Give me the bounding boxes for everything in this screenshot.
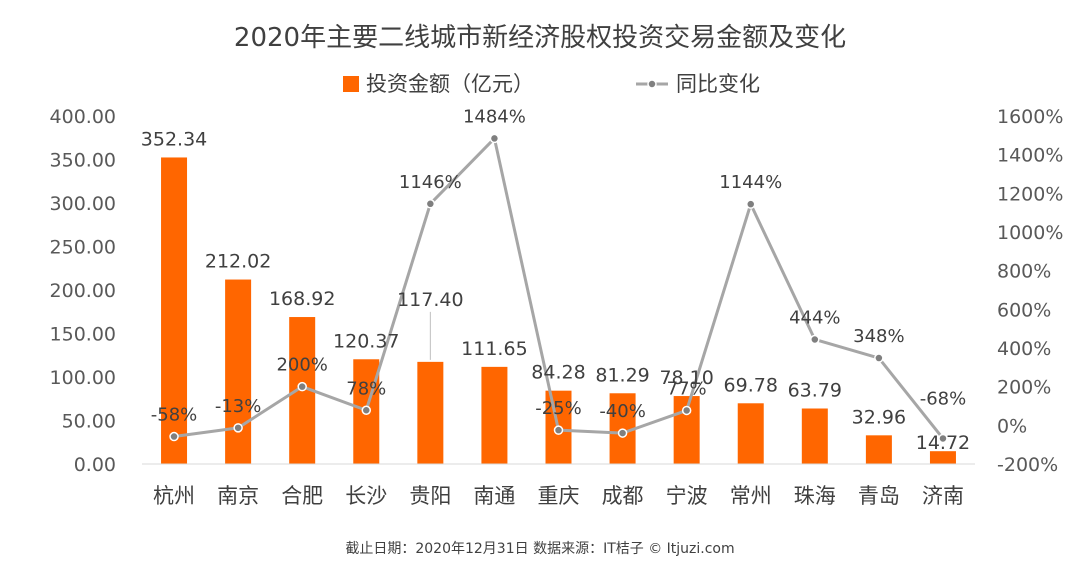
- line-point: [938, 433, 948, 444]
- category-label: 南通: [473, 484, 515, 508]
- right-tick-label: 200%: [997, 377, 1051, 399]
- left-tick-label: 400.00: [50, 106, 116, 128]
- category-label: 贵阳: [409, 484, 451, 508]
- pct-value-label: 78%: [346, 378, 386, 399]
- left-tick-label: 150.00: [50, 324, 116, 346]
- right-axis: -200% 0% 200% 400% 600% 800% 1000% 1200% 1400% 16…: [997, 106, 1063, 476]
- category-label: 南京: [217, 484, 259, 508]
- category-label: 合肥: [281, 484, 323, 508]
- bar-value-label: 168.92: [269, 288, 335, 310]
- bar-value-label: 111.65: [461, 338, 527, 360]
- bar-value-label: 69.78: [724, 374, 778, 396]
- line-point: [810, 334, 820, 345]
- right-tick-label: 1400%: [997, 145, 1063, 167]
- legend-bar-swatch: [343, 76, 359, 92]
- right-tick-label: 1600%: [997, 106, 1063, 128]
- pct-value-label: 200%: [276, 355, 327, 376]
- right-tick-label: 800%: [997, 261, 1051, 283]
- right-tick-label: 0%: [997, 415, 1027, 437]
- legend: 投资金额（亿元） 同比变化: [343, 72, 760, 96]
- category-label: 常州: [730, 484, 772, 508]
- pct-value-label: 1144%: [719, 172, 782, 193]
- category-label: 济南: [922, 484, 964, 508]
- pct-value-label: 444%: [789, 307, 840, 328]
- data-labels: 352.34 212.02 168.92 120.37 117.40 111.6584.2…: [141, 106, 970, 454]
- bar: [865, 435, 892, 464]
- right-tick-label: 1200%: [997, 183, 1063, 205]
- bar-value-label: 63.79: [788, 380, 842, 402]
- bar-value-label: 32.96: [852, 406, 906, 428]
- bar: [417, 361, 444, 464]
- line-point: [874, 353, 884, 363]
- chart-title: 2020年主要二线城市新经济股权投资交易金额及变化: [234, 23, 846, 53]
- category-label: 长沙: [345, 484, 387, 508]
- bar-value-label: 84.28: [531, 362, 585, 384]
- line-point: [361, 405, 372, 416]
- pct-value-label: -40%: [599, 401, 646, 422]
- bar: [737, 403, 764, 464]
- bar-value-label: 212.02: [205, 251, 271, 273]
- line-point: [169, 431, 179, 442]
- line-point: [553, 425, 564, 435]
- right-tick-label: 600%: [997, 299, 1051, 321]
- bar-value-label: 81.29: [595, 364, 649, 386]
- line-series: [169, 133, 948, 444]
- bar-value-label: 117.40: [397, 289, 463, 311]
- category-label: 成都: [602, 484, 644, 508]
- legend-line-label: 同比变化: [676, 72, 760, 96]
- category-label: 重庆: [538, 484, 580, 508]
- source-note: 截止日期：2020年12月31日 数据来源：IT桔子 © Itjuzi.com: [345, 541, 734, 557]
- left-tick-label: 50.00: [62, 411, 116, 433]
- left-tick-label: 350.00: [50, 150, 116, 172]
- pct-value-label: 1146%: [399, 172, 462, 193]
- pct-value-label: -13%: [215, 396, 262, 417]
- bar-value-label: 14.72: [916, 432, 970, 454]
- left-axis: 0.00 50.00 100.00 150.00 200.00 250.00 300.00 3…: [50, 106, 116, 476]
- line-point: [233, 423, 243, 433]
- line-point: [617, 428, 628, 438]
- category-label: 杭州: [153, 484, 195, 508]
- legend-line-marker: [647, 79, 657, 89]
- bar: [481, 366, 508, 464]
- pct-value-label: -58%: [151, 405, 198, 426]
- line-point: [489, 133, 500, 144]
- pct-value-label: -25%: [535, 398, 582, 419]
- pct-value-label: 348%: [853, 326, 904, 347]
- left-tick-label: 100.00: [50, 367, 116, 389]
- pct-value-label: 1484%: [463, 106, 526, 127]
- x-axis: 杭州 南京 合肥 长沙 贵阳 南通 重庆 成都 宁波 常州 珠海 青岛 济南: [142, 463, 975, 508]
- category-label: 珠海: [794, 484, 836, 508]
- left-tick-label: 300.00: [50, 193, 116, 215]
- bar: [801, 408, 828, 464]
- legend-bar-label: 投资金额（亿元）: [366, 72, 534, 96]
- right-tick-label: 1000%: [997, 222, 1063, 244]
- left-tick-label: 0.00: [74, 454, 116, 476]
- category-label: 青岛: [858, 484, 900, 508]
- bar: [161, 157, 188, 464]
- bar-value-label: 120.37: [333, 330, 399, 352]
- pct-value-label: 77%: [667, 378, 707, 399]
- bar: [929, 451, 956, 464]
- right-tick-label: 400%: [997, 338, 1051, 360]
- category-label: 宁波: [666, 484, 708, 508]
- left-tick-label: 250.00: [50, 237, 116, 259]
- line-point: [425, 199, 436, 209]
- line-point: [681, 405, 692, 416]
- bar-value-label: 78.10: [659, 367, 713, 389]
- line-point: [297, 381, 307, 392]
- left-tick-label: 200.00: [50, 280, 116, 302]
- bar: [225, 279, 252, 464]
- bar-value-label: 352.34: [141, 128, 207, 150]
- right-tick-label: -200%: [997, 454, 1058, 476]
- pct-value-label: -68%: [920, 388, 967, 409]
- line-point: [745, 199, 756, 209]
